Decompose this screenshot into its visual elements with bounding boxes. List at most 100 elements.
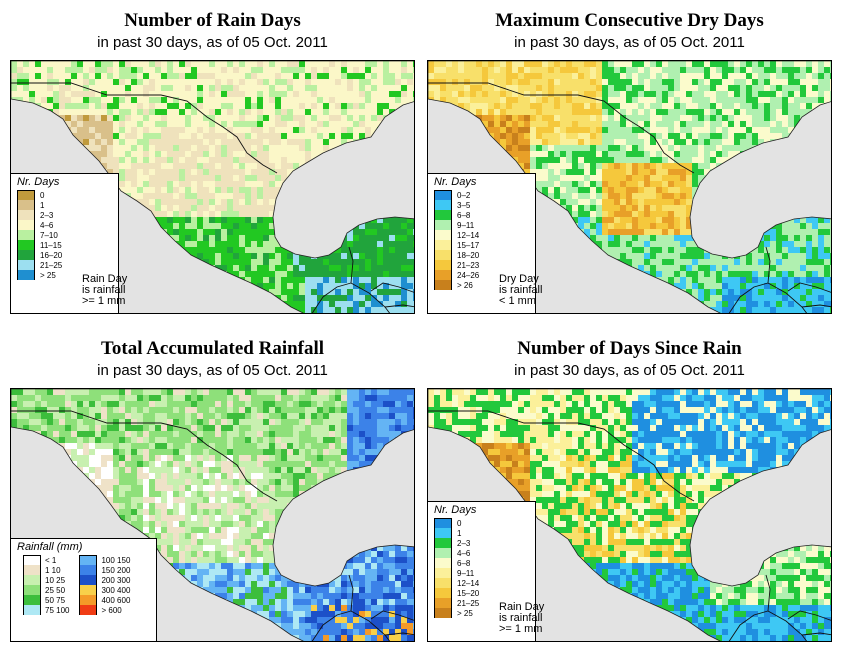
- coastline: [428, 389, 831, 641]
- legend-swatch: [434, 568, 452, 578]
- legend-swatch: [434, 230, 452, 240]
- legend-entry: 1: [434, 528, 535, 538]
- legend-label: > 25: [457, 608, 473, 618]
- note-line: >= 1 mm: [499, 623, 543, 635]
- legend-entry: 2–3: [434, 538, 535, 548]
- note-line: is rainfall: [499, 284, 543, 296]
- country-border: [787, 282, 831, 293]
- legend-swatch: [434, 608, 452, 618]
- legend-swatch: [17, 220, 35, 230]
- legend-swatch: [23, 595, 41, 605]
- legend-label: 50 75: [45, 595, 66, 605]
- panel-title: Number of Rain Days: [124, 10, 301, 31]
- legend-entry: 0: [17, 190, 118, 200]
- legend-entry: 7–10: [17, 230, 118, 240]
- legend-swatch: [17, 230, 35, 240]
- map-legend: Nr. Days 0 1 2–3 4–6 6–8 9–11 12–14 15–20 21–25 >…: [428, 501, 536, 641]
- legend-swatch: [17, 240, 35, 250]
- legend-swatch: [79, 565, 98, 575]
- legend-entry: 10 25: [23, 575, 69, 585]
- legend-label: 0: [457, 518, 462, 528]
- country-border: [370, 610, 414, 621]
- legend-swatch: [23, 555, 41, 565]
- legend-entry: 21–25: [17, 260, 118, 270]
- country-border: [765, 574, 771, 612]
- legend-swatch: [23, 605, 41, 615]
- legend-entry: 9–11: [434, 220, 535, 230]
- panel-subtitle: in past 30 days, as of 05 Oct. 2011: [97, 362, 328, 379]
- legend-column-right: 100 150 150 200 200 300 300 400 400 600 > 600: [73, 555, 130, 615]
- legend-entry: 200 300: [79, 575, 130, 585]
- country-border: [370, 282, 414, 293]
- legend-entry: > 25: [434, 608, 535, 618]
- legend-entry: 400 600: [79, 595, 130, 605]
- legend-entry: 6–8: [434, 558, 535, 568]
- legend-entry: 18–20: [434, 250, 535, 260]
- legend-swatch: [434, 240, 452, 250]
- legend-label: 11–15: [40, 240, 62, 250]
- coastline: [428, 61, 831, 313]
- legend-entry: 2–3: [17, 210, 118, 220]
- legend-entry: 4–6: [434, 548, 535, 558]
- legend-label: 150 200: [101, 565, 131, 575]
- legend-entry: 150 200: [79, 565, 130, 575]
- legend-label: 25 50: [45, 585, 66, 595]
- country-border: [350, 610, 391, 641]
- legend-swatch: [434, 220, 452, 230]
- legend-swatch: [434, 270, 452, 280]
- legend-label: 16–20: [40, 250, 63, 260]
- legend-label: 21–25: [457, 598, 480, 608]
- legend-entry: 1 10: [23, 565, 69, 575]
- legend-swatch: [434, 280, 452, 290]
- legend-swatch: [79, 595, 98, 605]
- legend-label: 1: [457, 528, 462, 538]
- legend-label: 15–20: [457, 588, 480, 598]
- legend-swatch: [434, 558, 452, 568]
- legend-swatch: [17, 260, 35, 270]
- country-border: [801, 304, 831, 308]
- legend-label: 0: [40, 190, 45, 200]
- legend-entry: 50 75: [23, 595, 69, 605]
- legend-label: 7–10: [40, 230, 58, 240]
- country-border: [801, 632, 831, 636]
- legend-label: 4–6: [457, 548, 471, 558]
- note-line: Rain Day: [499, 601, 545, 613]
- legend-swatch: [17, 190, 35, 200]
- legend-swatch: [79, 575, 98, 585]
- legend-label: 18–20: [457, 250, 480, 260]
- country-border: [787, 610, 831, 621]
- legend-swatch: [434, 210, 452, 220]
- legend-label: 3–5: [457, 200, 471, 210]
- legend-swatch: [17, 210, 35, 220]
- legend-entry: 24–26: [434, 270, 535, 280]
- map-legend: Nr. Days 0 1 2–3 4–6 7–10 11–15 16–20 21–25 > 25: [11, 173, 119, 313]
- legend-swatch: [434, 548, 452, 558]
- legend-entry: 0–2: [434, 190, 535, 200]
- legend-rows: 0–2 3–5 6–8 9–11 12–14 15–17 18–20 21–23 24–26 > …: [428, 190, 535, 290]
- country-border: [767, 610, 808, 641]
- legend-swatch: [434, 538, 452, 548]
- country-border: [350, 282, 391, 313]
- country-border: [728, 282, 769, 313]
- legend-label: 21–25: [40, 260, 63, 270]
- legend-swatch: [434, 578, 452, 588]
- legend-swatch: [434, 528, 452, 538]
- legend-swatch: [434, 190, 452, 200]
- panel-title: Total Accumulated Rainfall: [100, 338, 325, 359]
- panel-title: Number of Days Since Rain: [517, 338, 742, 359]
- us-mexico-border: [428, 82, 695, 174]
- legend-entry: 12–14: [434, 578, 535, 588]
- country-border: [384, 304, 414, 308]
- legend-swatch: [17, 200, 35, 210]
- legend-entry: 15–20: [434, 588, 535, 598]
- map-graphic: [11, 61, 414, 313]
- legend-label: 200 300: [101, 575, 131, 585]
- legend-label: 12–14: [457, 578, 480, 588]
- country-border: [384, 632, 414, 636]
- legend-swatch: [23, 585, 41, 595]
- legend-label: 6–8: [457, 210, 471, 220]
- legend-entry: 300 400: [79, 585, 130, 595]
- legend-entry: < 1: [23, 555, 69, 565]
- legend-title: Nr. Days: [434, 504, 477, 516]
